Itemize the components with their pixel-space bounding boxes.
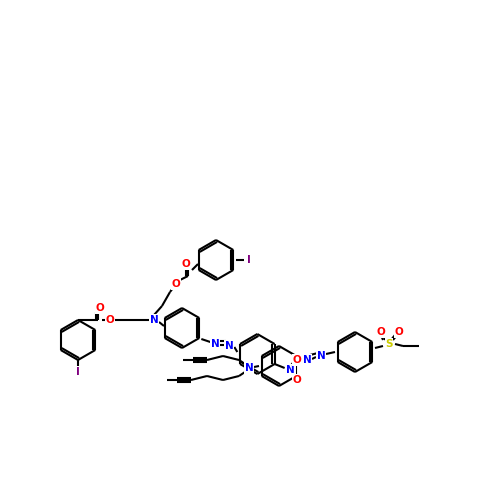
Text: N: N (302, 355, 312, 365)
Text: O: O (376, 327, 386, 337)
Text: S: S (385, 339, 393, 349)
Text: N: N (244, 363, 254, 373)
Text: O: O (172, 279, 180, 289)
Text: N: N (286, 365, 295, 375)
Text: O: O (292, 355, 301, 365)
Text: O: O (394, 327, 404, 337)
Text: N: N (316, 351, 326, 361)
Text: I: I (247, 255, 251, 265)
Text: N: N (211, 339, 220, 349)
Text: I: I (76, 367, 80, 377)
Text: O: O (96, 303, 104, 313)
Text: O: O (182, 259, 190, 269)
Text: O: O (106, 315, 114, 325)
Text: O: O (292, 375, 301, 385)
Text: N: N (225, 341, 234, 351)
Text: N: N (150, 315, 158, 325)
